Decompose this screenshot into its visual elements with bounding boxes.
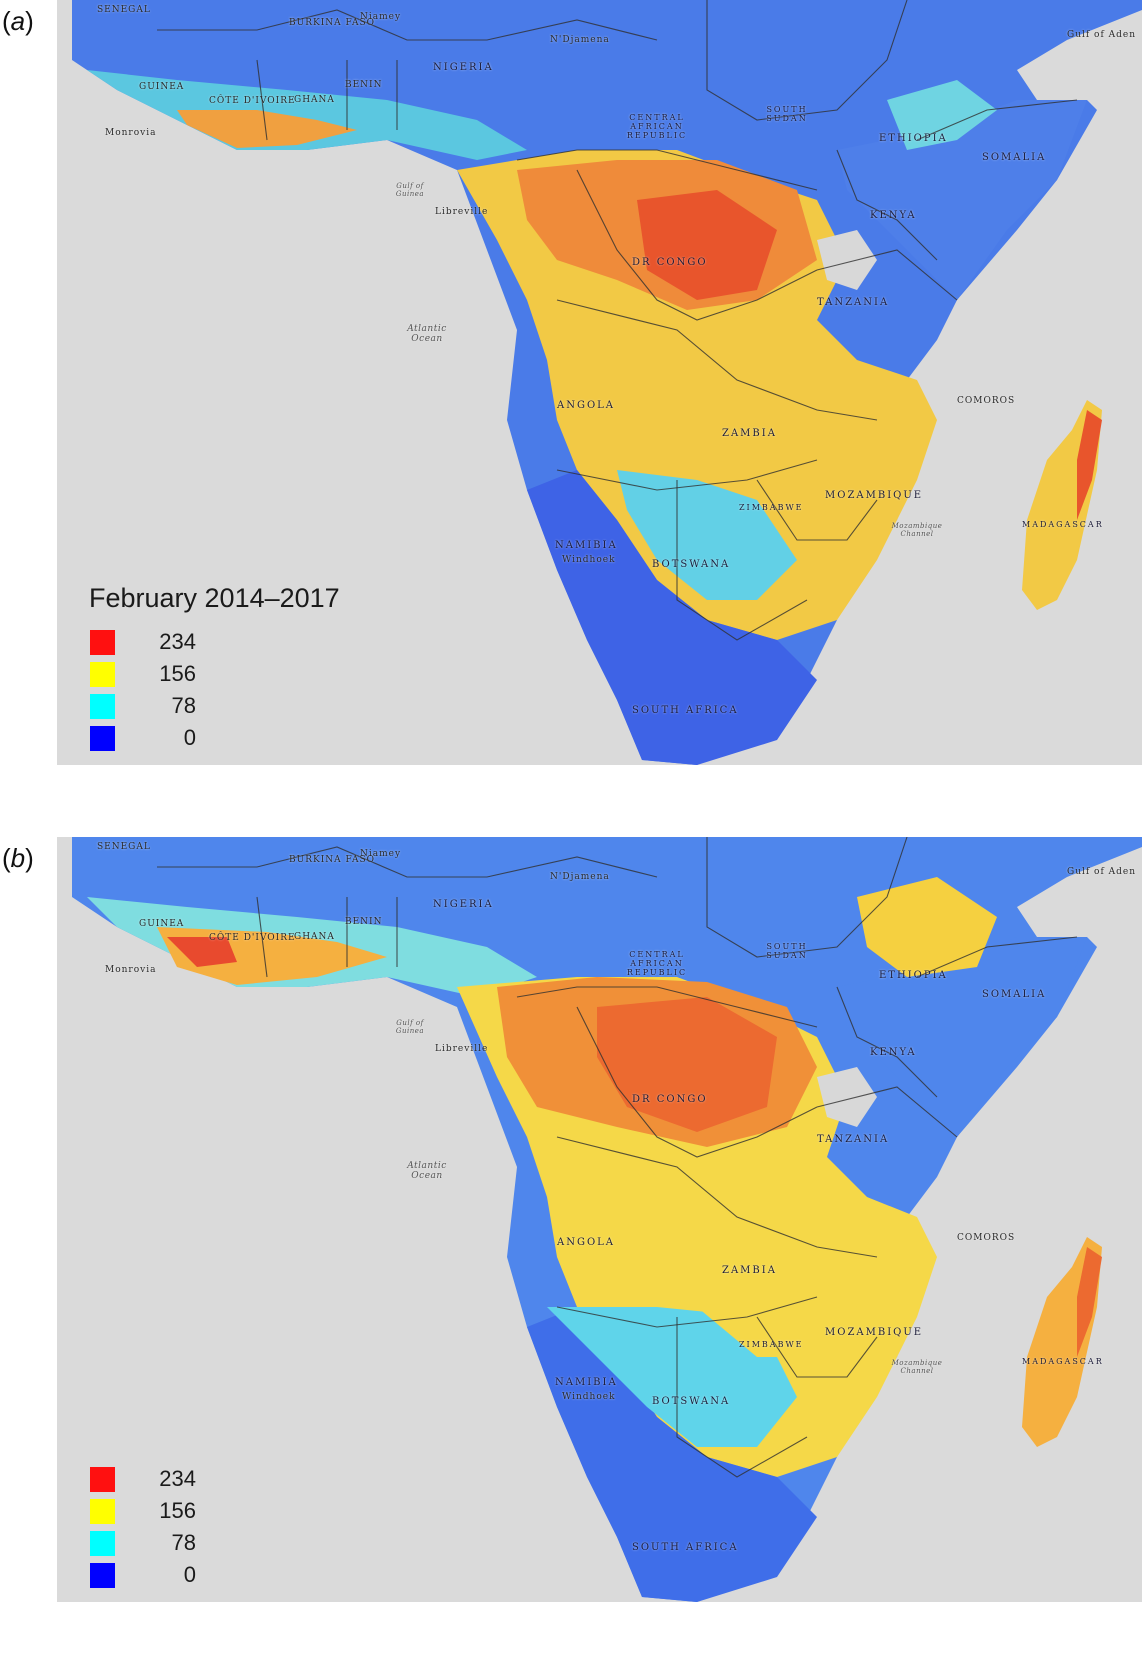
africa-map-b bbox=[57, 837, 1142, 1602]
label-moz-channel: Mozambique Channel bbox=[891, 522, 943, 538]
label-moz-channel: Mozambique Channel bbox=[891, 1359, 943, 1375]
label-windhoek: Windhoek bbox=[562, 1392, 616, 1402]
label-tanzania: TANZANIA bbox=[817, 1134, 890, 1145]
label-monrovia: Monrovia bbox=[105, 128, 157, 138]
legend-value: 78 bbox=[171, 1530, 196, 1555]
period-label-a: February 2014–2017 bbox=[89, 583, 340, 613]
label-atlantic: Atlantic Ocean bbox=[407, 1161, 447, 1181]
label-cote: CÔTE D'IVOIRE bbox=[209, 96, 296, 106]
label-windhoek: Windhoek bbox=[562, 555, 616, 565]
legend-swatch bbox=[90, 662, 115, 687]
label-mozambique: MOZAMBIQUE bbox=[825, 1327, 924, 1338]
legend-swatch bbox=[90, 694, 115, 719]
label-zambia: ZAMBIA bbox=[722, 1265, 777, 1276]
label-ethiopia: ETHIOPIA bbox=[879, 133, 948, 144]
panel-letter-a: (a) bbox=[2, 6, 34, 36]
label-gulf-guinea: Gulf of Guinea bbox=[395, 182, 425, 198]
legend-value: 234 bbox=[159, 629, 196, 654]
legend-swatch bbox=[90, 726, 115, 751]
legend-swatch bbox=[90, 1531, 115, 1556]
label-senegal: SENEGAL bbox=[97, 842, 151, 852]
legend-value: 0 bbox=[183, 725, 196, 750]
label-atlantic: Atlantic Ocean bbox=[407, 324, 447, 344]
label-burkina: BURKINA FASO bbox=[289, 855, 375, 865]
label-south-sudan: SOUTH SUDAN bbox=[766, 105, 808, 123]
label-burkina: BURKINA FASO bbox=[289, 18, 375, 28]
label-nigeria: NIGERIA bbox=[433, 62, 494, 73]
legend-value: 156 bbox=[159, 661, 196, 686]
label-car: CENTRAL AFRICAN REPUBLIC bbox=[626, 950, 688, 977]
label-drcongo: DR CONGO bbox=[632, 1094, 708, 1105]
label-benin: BENIN bbox=[345, 80, 383, 90]
label-car: CENTRAL AFRICAN REPUBLIC bbox=[626, 113, 688, 140]
label-guinea: GUINEA bbox=[139, 82, 185, 92]
label-mozambique: MOZAMBIQUE bbox=[825, 490, 924, 501]
label-kenya: KENYA bbox=[870, 210, 917, 221]
label-botswana: BOTSWANA bbox=[652, 559, 731, 570]
label-angola: ANGOLA bbox=[557, 400, 616, 411]
label-drcongo: DR CONGO bbox=[632, 257, 708, 268]
label-gulf-aden: Gulf of Aden bbox=[1067, 867, 1137, 877]
legend-swatch bbox=[90, 1467, 115, 1492]
legend-value: 234 bbox=[159, 1466, 196, 1491]
label-somalia: SOMALIA bbox=[982, 989, 1047, 1000]
label-comoros: COMOROS bbox=[957, 396, 1016, 406]
label-ghana: GHANA bbox=[294, 932, 335, 942]
label-niamey: Niamey bbox=[360, 849, 402, 859]
label-botswana: BOTSWANA bbox=[652, 1396, 731, 1407]
panel-letter-b: (b) bbox=[2, 843, 34, 873]
label-nigeria: NIGERIA bbox=[433, 899, 494, 910]
label-libreville: Libreville bbox=[435, 207, 489, 217]
label-guinea: GUINEA bbox=[139, 919, 185, 929]
label-angola: ANGOLA bbox=[557, 1237, 616, 1248]
legend-swatch bbox=[90, 1563, 115, 1588]
label-ethiopia: ETHIOPIA bbox=[879, 970, 948, 981]
label-south-africa: SOUTH AFRICA bbox=[632, 1542, 739, 1553]
label-monrovia: Monrovia bbox=[105, 965, 157, 975]
legend-value: 0 bbox=[183, 1562, 196, 1587]
label-ghana: GHANA bbox=[294, 95, 335, 105]
label-madagascar: MADAGASCAR bbox=[1022, 520, 1104, 529]
label-tanzania: TANZANIA bbox=[817, 297, 890, 308]
label-ndjamena: N'Djamena bbox=[550, 872, 610, 882]
legend-swatch bbox=[90, 1499, 115, 1524]
legend-swatch bbox=[90, 630, 115, 655]
label-gulf-aden: Gulf of Aden bbox=[1067, 30, 1137, 40]
label-namibia: NAMIBIA bbox=[555, 1377, 618, 1388]
map-panel-a: SENEGAL BURKINA FASO Niamey NIGERIA N'Dj… bbox=[57, 0, 1142, 765]
label-senegal: SENEGAL bbox=[97, 5, 151, 15]
label-ndjamena: N'Djamena bbox=[550, 35, 610, 45]
africa-map-a bbox=[57, 0, 1142, 765]
label-kenya: KENYA bbox=[870, 1047, 917, 1058]
label-libreville: Libreville bbox=[435, 1044, 489, 1054]
legend-value: 156 bbox=[159, 1498, 196, 1523]
label-comoros: COMOROS bbox=[957, 1233, 1016, 1243]
label-cote: CÔTE D'IVOIRE bbox=[209, 933, 296, 943]
label-niamey: Niamey bbox=[360, 12, 402, 22]
label-benin: BENIN bbox=[345, 917, 383, 927]
legend-value: 78 bbox=[171, 693, 196, 718]
label-namibia: NAMIBIA bbox=[555, 540, 618, 551]
map-panel-b: SENEGAL BURKINA FASO Niamey NIGERIA N'Dj… bbox=[57, 837, 1142, 1602]
label-south-sudan: SOUTH SUDAN bbox=[766, 942, 808, 960]
label-zambia: ZAMBIA bbox=[722, 428, 777, 439]
label-gulf-guinea: Gulf of Guinea bbox=[395, 1019, 425, 1035]
label-zimbabwe: ZIMBABWE bbox=[739, 503, 804, 512]
label-madagascar: MADAGASCAR bbox=[1022, 1357, 1104, 1366]
label-somalia: SOMALIA bbox=[982, 152, 1047, 163]
label-south-africa: SOUTH AFRICA bbox=[632, 705, 739, 716]
label-zimbabwe: ZIMBABWE bbox=[739, 1340, 804, 1349]
